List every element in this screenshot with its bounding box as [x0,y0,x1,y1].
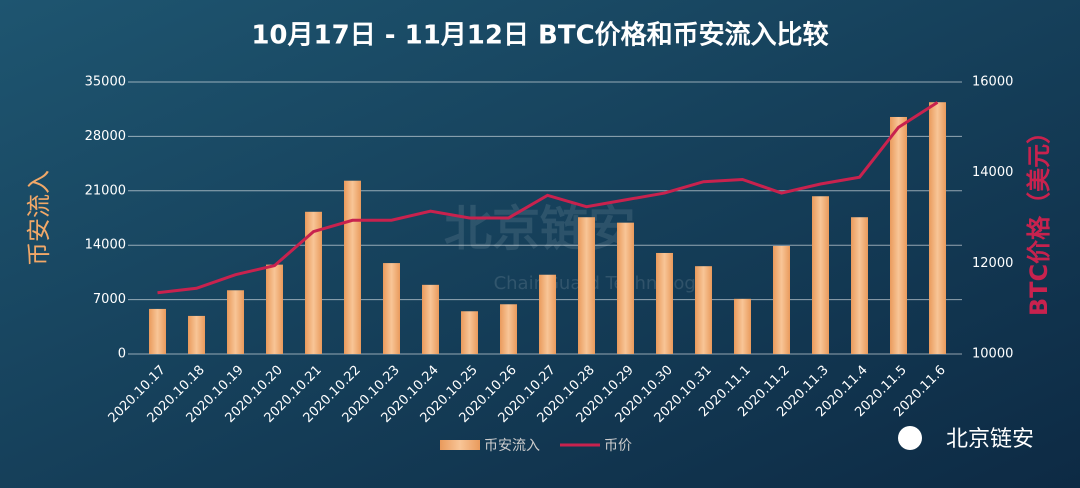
chart-title: 10月17日 - 11月12日 BTC价格和币安流入比较 [251,20,828,51]
y2-tick-label: 12000 [972,256,1013,271]
legend-swatch [440,440,480,450]
brand-icon [898,426,922,450]
y-tick-label: 7000 [93,292,126,307]
bar [695,266,712,354]
bar [500,304,517,354]
brand: 北京链安 [946,427,1034,452]
bar [734,298,751,354]
bar [422,284,439,354]
legend-label: 币价 [604,438,632,454]
y2-axis-title: BTC价格（美元） [1025,120,1053,316]
y-axis-title: 币安流入 [25,170,53,266]
bar [188,315,205,354]
bar [890,116,907,354]
y2-tick-label: 14000 [972,165,1013,180]
bar [383,263,400,354]
y-tick-label: 0 [118,347,126,362]
bar [851,217,868,354]
legend-label: 币安流入 [484,438,540,454]
y2-tick-label: 16000 [972,75,1013,90]
bar [149,308,166,354]
y2-tick-label: 10000 [972,347,1013,362]
bar [227,290,244,354]
watermark: 北京链安 [444,201,636,257]
bar [344,180,361,354]
y-tick-label: 28000 [85,129,126,144]
bar [305,211,322,354]
bar [656,252,673,354]
y-tick-label: 35000 [85,75,126,90]
y-tick-label: 21000 [85,183,126,198]
bar [773,245,790,354]
bar [539,274,556,354]
bar [812,196,829,354]
bar [617,222,634,354]
bar [578,217,595,354]
bar [266,264,283,354]
y-tick-label: 14000 [85,238,126,253]
bar [461,311,478,354]
line [157,101,939,295]
bar [929,102,946,354]
watermark-sub: ChainGuard Technology [494,273,707,294]
